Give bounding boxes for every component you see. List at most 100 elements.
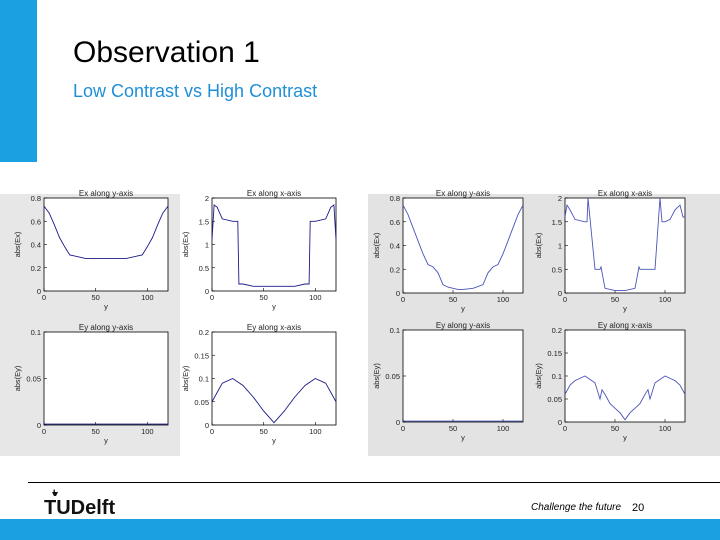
x-tick-label: 50 <box>91 427 99 436</box>
x-axis-label: y <box>623 304 627 313</box>
y-tick-label: 0.05 <box>385 372 400 381</box>
footer-divider <box>28 482 720 483</box>
y-tick-label: 0 <box>396 289 400 298</box>
series-line <box>402 204 524 290</box>
x-axis-label: y <box>272 302 276 311</box>
plot-title: Ey along x-axis <box>598 321 652 330</box>
y-tick-label: 0.15 <box>194 351 209 360</box>
plot-frame <box>564 329 686 423</box>
y-tick-label: 0.2 <box>552 326 562 335</box>
y-tick-label: 0.8 <box>31 194 41 203</box>
x-tick-label: 50 <box>91 293 99 302</box>
plot-title: Ex along y-axis <box>79 189 133 198</box>
y-tick-label: 2 <box>558 194 562 203</box>
x-axis-label: y <box>104 436 108 445</box>
y-tick-label: 1.5 <box>552 218 562 227</box>
y-tick-label: 0.1 <box>390 326 400 335</box>
y-axis-label: abs(Ex) <box>534 232 543 258</box>
plot-title: Ey along x-axis <box>247 323 301 332</box>
x-tick-label: 0 <box>563 295 567 304</box>
plot-frame <box>211 197 337 292</box>
x-tick-label: 50 <box>449 424 457 433</box>
x-tick-label: 0 <box>401 295 405 304</box>
y-axis-label: abs(Ex) <box>372 232 381 258</box>
y-tick-label: 0.8 <box>390 194 400 203</box>
x-tick-label: 100 <box>141 293 154 302</box>
y-tick-label: 0.05 <box>547 395 562 404</box>
y-tick-label: 0.6 <box>390 218 400 227</box>
x-tick-label: 0 <box>401 424 405 433</box>
tudelft-logo: TUDelft <box>44 489 115 518</box>
x-tick-label: 50 <box>611 295 619 304</box>
series-line <box>211 204 337 287</box>
plot-frame <box>402 329 524 423</box>
y-axis-label: abs(Ex) <box>181 231 190 257</box>
series-line <box>43 205 169 259</box>
x-tick-label: 0 <box>42 427 46 436</box>
x-tick-label: 50 <box>259 427 267 436</box>
series-line <box>564 197 685 292</box>
y-tick-label: 0.05 <box>26 375 41 384</box>
y-tick-label: 0 <box>205 287 209 296</box>
plot-title: Ey along y-axis <box>436 321 490 330</box>
x-axis-label: y <box>623 433 627 442</box>
y-tick-label: 0 <box>558 289 562 298</box>
logo-text: TUDelft <box>44 497 115 518</box>
y-tick-label: 0.5 <box>199 264 209 273</box>
x-tick-label: 100 <box>309 427 322 436</box>
x-tick-label: 100 <box>659 295 672 304</box>
x-tick-label: 100 <box>309 293 322 302</box>
plot-frame <box>564 197 686 294</box>
y-tick-label: 0.4 <box>390 242 400 251</box>
flame-icon <box>52 489 58 496</box>
x-tick-label: 0 <box>210 427 214 436</box>
y-tick-label: 0.2 <box>199 328 209 337</box>
plot-frame <box>402 197 524 294</box>
x-tick-label: 50 <box>611 424 619 433</box>
y-tick-label: 0.1 <box>199 375 209 384</box>
y-tick-label: 1 <box>558 242 562 251</box>
x-tick-label: 50 <box>449 295 457 304</box>
x-tick-label: 50 <box>259 293 267 302</box>
y-tick-label: 0.1 <box>31 328 41 337</box>
y-tick-label: 0 <box>37 287 41 296</box>
accent-bar <box>0 0 37 162</box>
x-axis-label: y <box>104 302 108 311</box>
y-tick-label: 0 <box>37 421 41 430</box>
plot-frame <box>211 331 337 426</box>
plot-title: Ey along y-axis <box>79 323 133 332</box>
x-axis-label: y <box>461 433 465 442</box>
y-tick-label: 0 <box>396 418 400 427</box>
y-tick-label: 0 <box>558 418 562 427</box>
plot-frame <box>43 331 169 426</box>
page-subtitle: Low Contrast vs High Contrast <box>73 81 318 101</box>
y-tick-label: 1.5 <box>199 217 209 226</box>
x-tick-label: 100 <box>497 295 510 304</box>
footer-bar <box>0 519 720 540</box>
y-axis-label: abs(Ey) <box>372 363 381 389</box>
y-tick-label: 0.1 <box>552 372 562 381</box>
y-tick-label: 0.6 <box>31 217 41 226</box>
x-tick-label: 100 <box>659 424 672 433</box>
x-tick-label: 0 <box>563 424 567 433</box>
y-axis-label: abs(Ey) <box>534 363 543 389</box>
plot-frame <box>43 197 169 292</box>
y-tick-label: 2 <box>205 194 209 203</box>
y-axis-label: abs(Ey) <box>181 365 190 391</box>
y-tick-label: 0.2 <box>390 265 400 274</box>
y-axis-label: abs(Ey) <box>13 365 22 391</box>
y-tick-label: 0 <box>205 421 209 430</box>
x-tick-label: 0 <box>210 293 214 302</box>
tagline: Challenge the future <box>531 502 622 513</box>
series-line <box>564 375 686 421</box>
y-tick-label: 0.05 <box>194 398 209 407</box>
plot-title: Ex along x-axis <box>598 189 652 198</box>
x-tick-label: 100 <box>141 427 154 436</box>
plot-title: Ex along x-axis <box>247 189 301 198</box>
x-axis-label: y <box>461 304 465 313</box>
plot-title: Ex along y-axis <box>436 189 490 198</box>
y-tick-label: 1 <box>205 241 209 250</box>
x-tick-label: 0 <box>42 293 46 302</box>
figure-area: Ex along y-axis 0 50 100 0 0.2 0.4 0.6 0.8 y abs(E… <box>0 180 720 460</box>
